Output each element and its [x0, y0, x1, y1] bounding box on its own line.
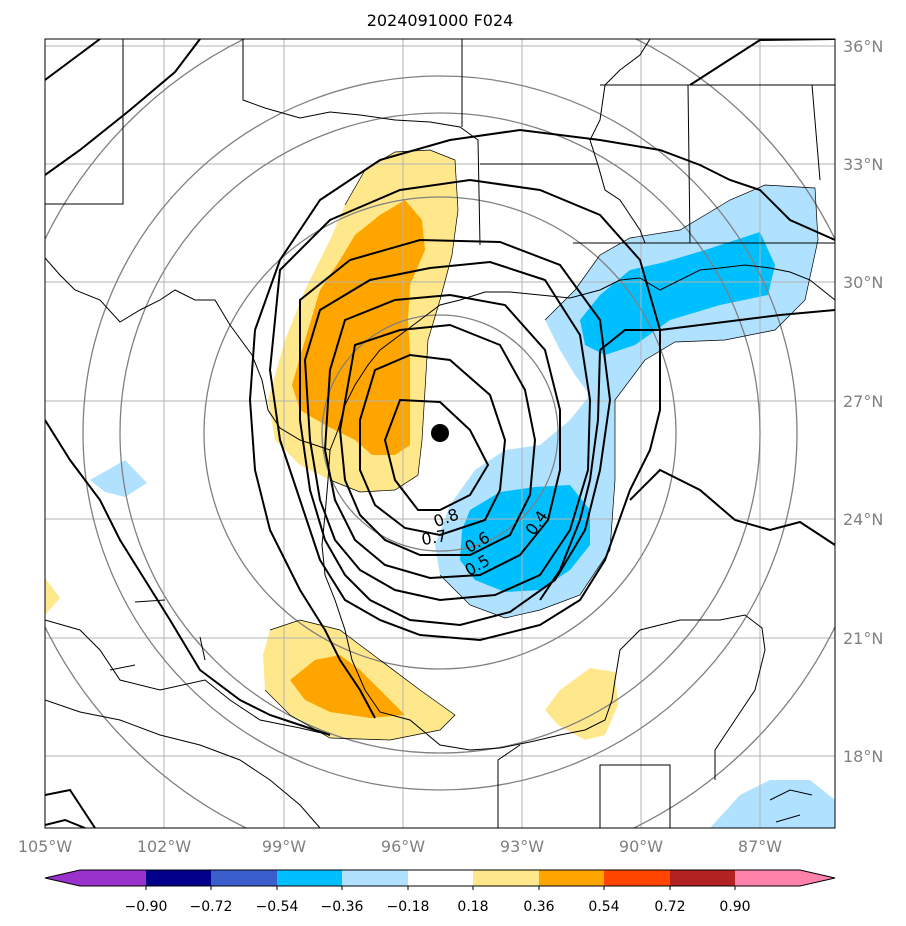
lon-label-99w: 99°W — [262, 837, 306, 856]
colorbar-segment — [473, 870, 539, 886]
mexico-pacific-coast — [45, 699, 321, 828]
lat-label-30n: 30°N — [843, 273, 883, 292]
longitude-labels: 105°W 102°W 99°W 96°W 93°W 90°W 87°W — [18, 837, 782, 856]
colorbar-tick-label: 0.72 — [654, 899, 685, 915]
arkansas-border — [461, 39, 598, 165]
colorbar-tick-label: 0.18 — [457, 899, 488, 915]
colorbar-extend-max — [800, 870, 835, 886]
colorbar-segment — [146, 870, 211, 886]
yucatan-coast — [614, 614, 766, 780]
mexico-gulf-coast — [321, 449, 616, 751]
storm-center-marker — [431, 424, 449, 442]
coastlines-borders — [45, 39, 835, 828]
lat-label-21n: 21°N — [843, 629, 883, 648]
colorbar-segment — [539, 870, 604, 886]
colorbar-segment — [342, 870, 408, 886]
colorbar-outline — [44, 869, 836, 887]
lon-label-96w: 96°W — [381, 837, 425, 856]
lat-label-18n: 18°N — [843, 747, 883, 766]
map-frame — [44, 38, 836, 829]
colorbar-segment — [735, 870, 800, 886]
colorbar-segment — [211, 870, 277, 886]
colorbar-tick-label: 0.36 — [523, 899, 554, 915]
lat-label-27n: 27°N — [843, 392, 883, 411]
texas-oklahoma-border — [242, 39, 481, 246]
lat-label-36n: 36°N — [843, 37, 883, 56]
positive-anomaly-left-edge — [45, 578, 60, 615]
colorbar-tick-label: 0.90 — [719, 899, 750, 915]
guatemala-border — [497, 744, 671, 828]
positive-anomaly-light-bay — [545, 668, 618, 740]
lon-label-105w: 105°W — [18, 837, 73, 856]
mexico-interior-states — [45, 599, 331, 736]
cuba-coast — [769, 789, 813, 823]
colorbar-tick-label: −0.90 — [125, 899, 168, 915]
colorbar-tick-label: −0.36 — [321, 899, 364, 915]
contour-label-0-7: 0.7 — [420, 526, 448, 549]
negative-anomaly-light-southeast — [710, 780, 835, 828]
positive-anomaly-dark-west — [292, 200, 425, 455]
colorbar-tick-label: 0.54 — [588, 899, 619, 915]
shaded-fields — [45, 150, 835, 828]
colorbar-segment — [408, 870, 473, 886]
colorbar-segment — [80, 870, 146, 886]
colorbar: −0.90 −0.72 −0.54 −0.36 −0.18 0.18 0.36 … — [44, 869, 836, 915]
lon-label-90w: 90°W — [619, 837, 663, 856]
negative-anomaly-dark-south — [460, 485, 590, 592]
negative-anomaly-dark-east — [580, 232, 775, 355]
alabama-border — [600, 84, 835, 244]
lon-label-87w: 87°W — [738, 837, 782, 856]
range-rings — [45, 39, 835, 828]
colorbar-segment — [604, 870, 670, 886]
gulf-coast-texas — [329, 289, 601, 451]
colorbar-tick-label: −0.18 — [387, 899, 430, 915]
figure-title: 2024091000 F024 — [367, 11, 514, 30]
colorbar-tick-label: −0.54 — [256, 899, 299, 915]
map-layers: 0.8 0.7 0.6 0.5 0.4 — [45, 39, 835, 828]
colorbar-segment — [277, 870, 342, 886]
mississippi-border — [573, 39, 651, 244]
colorbar-tick-label: −0.72 — [190, 899, 233, 915]
positive-anomaly-dark-south — [290, 655, 405, 718]
lat-label-33n: 33°N — [843, 155, 883, 174]
latitude-labels: 36°N 33°N 30°N 27°N 24°N 21°N 18°N — [843, 37, 883, 766]
negative-anomaly-light-west — [90, 460, 147, 497]
lat-label-24n: 24°N — [843, 510, 883, 529]
lon-label-93w: 93°W — [500, 837, 544, 856]
us-mexico-border — [45, 257, 331, 451]
colorbar-extend-min — [45, 870, 80, 886]
colorbar-ticks — [145, 886, 736, 890]
colorbar-segment — [670, 870, 735, 886]
lon-label-102w: 102°W — [137, 837, 192, 856]
louisiana-coast — [599, 264, 835, 301]
new-mexico-border — [45, 39, 124, 205]
